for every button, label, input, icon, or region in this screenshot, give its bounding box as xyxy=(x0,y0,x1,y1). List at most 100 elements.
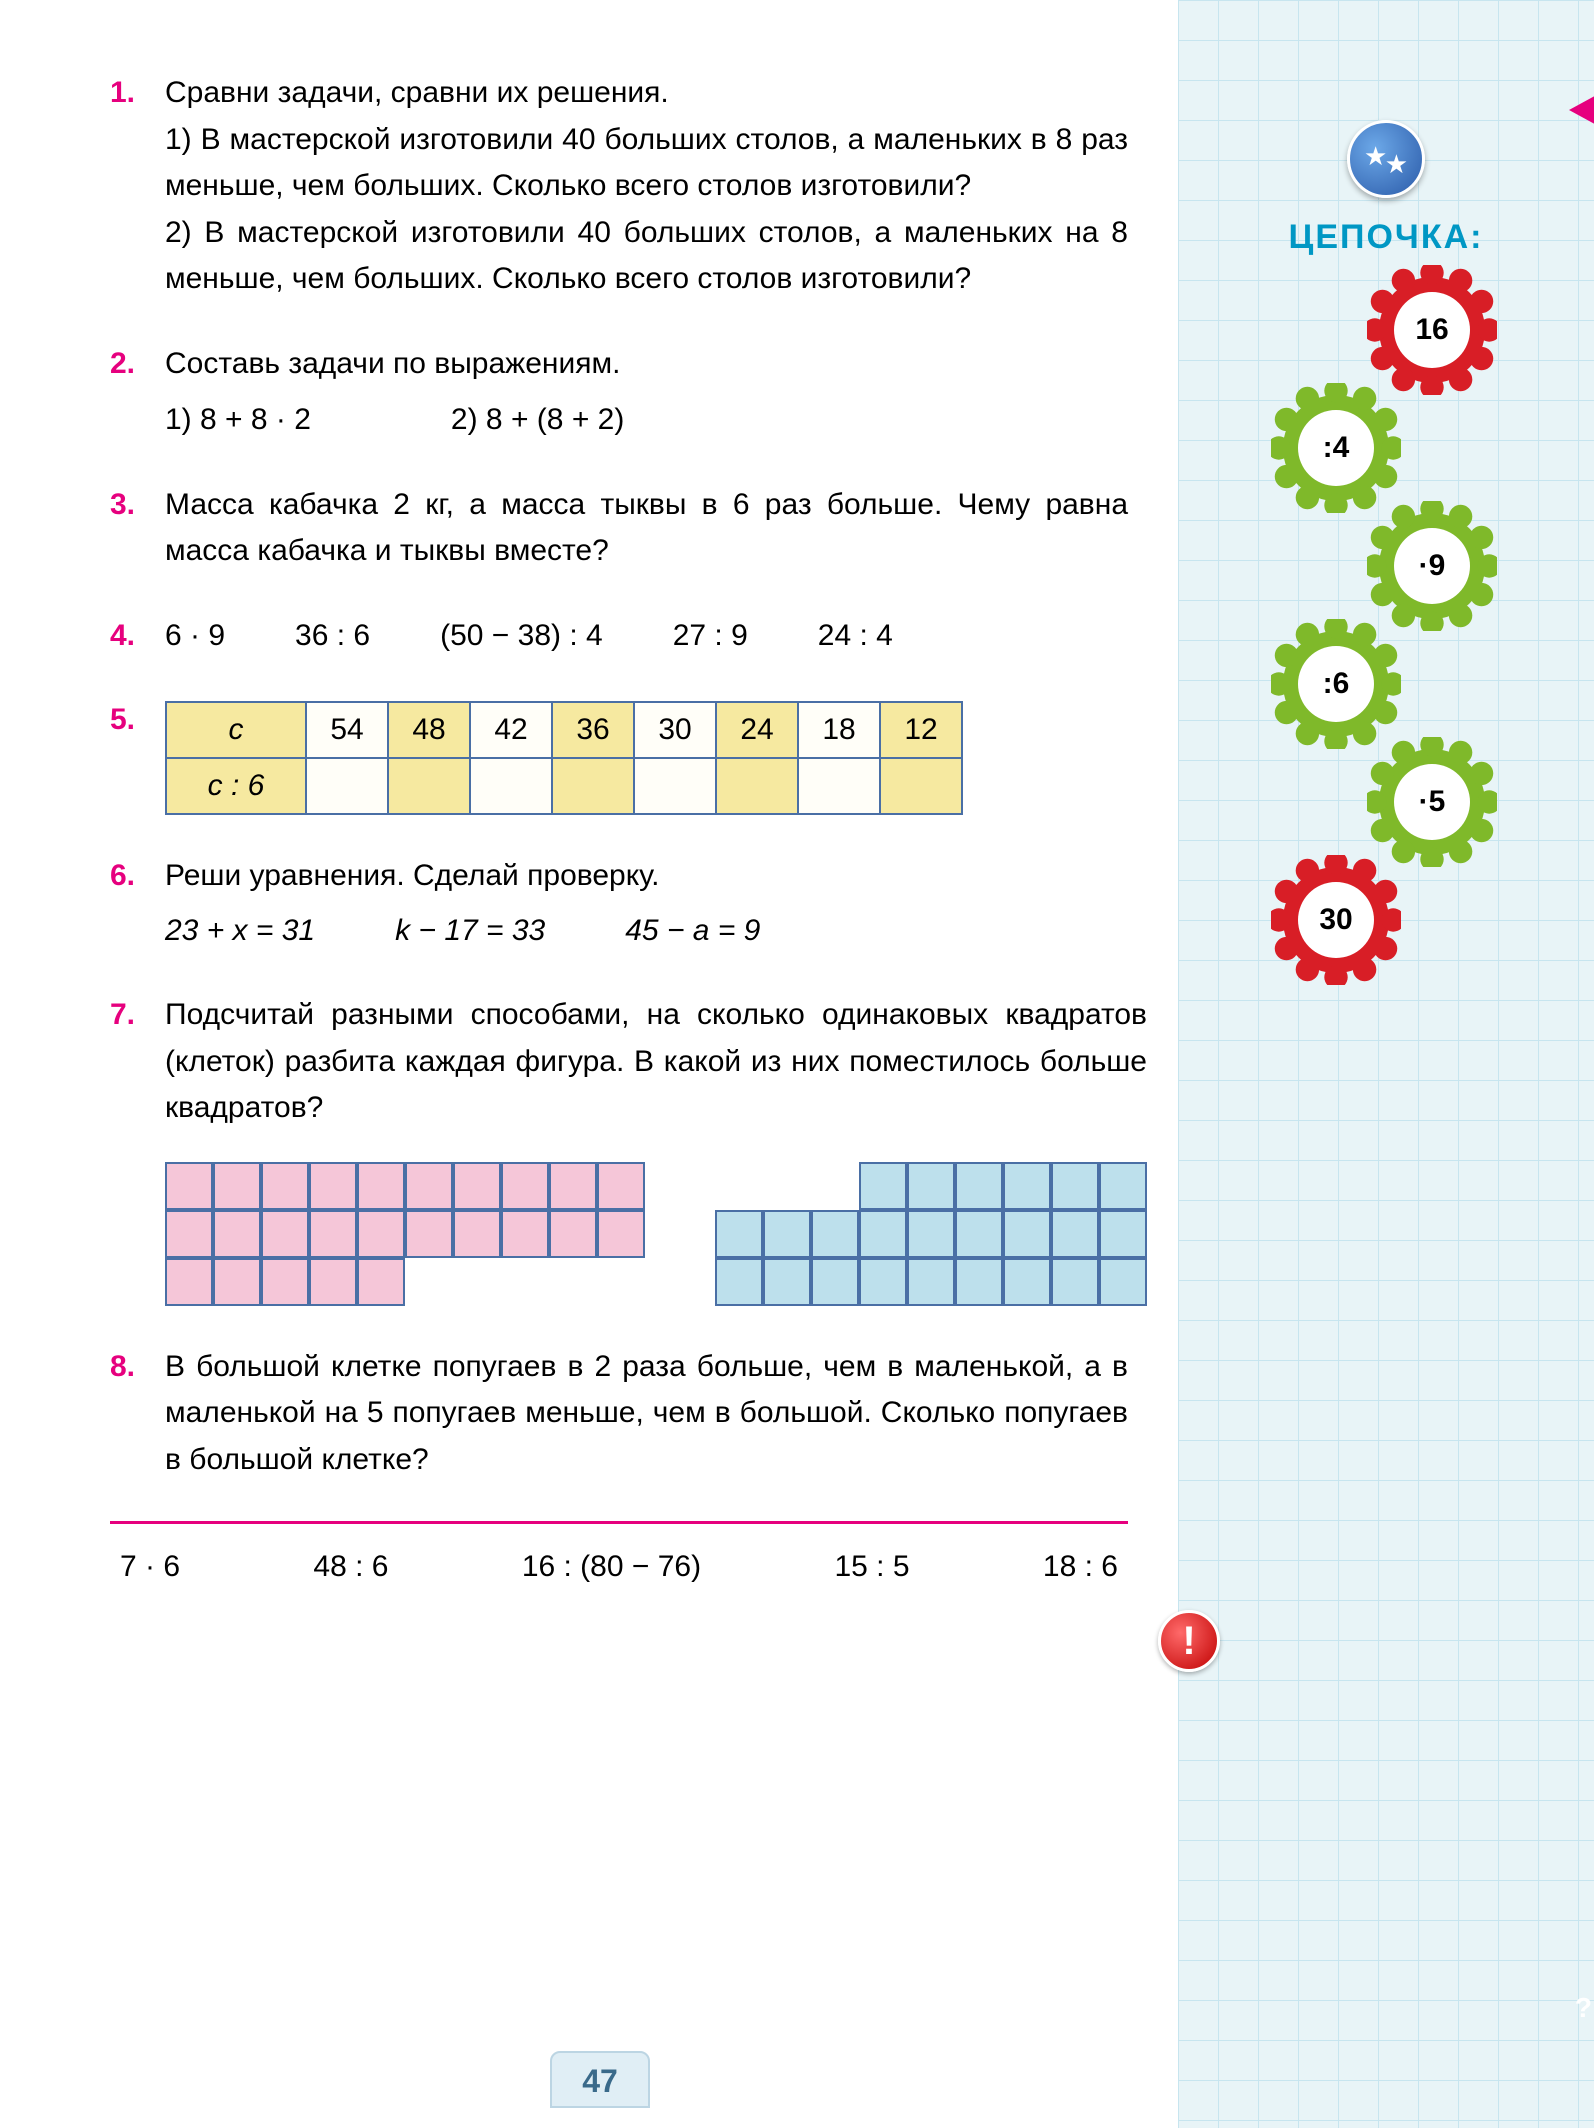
exercise-lead: Составь задачи по выражениям. xyxy=(165,341,1128,388)
expression: 16 : (80 − 76) xyxy=(522,1550,701,1584)
expression: 24 : 4 xyxy=(818,613,893,660)
grid-cell xyxy=(955,1258,1003,1306)
table-cell xyxy=(306,758,388,814)
exercise-number: 6. xyxy=(110,853,165,954)
expression: 7 · 6 xyxy=(120,1550,180,1584)
grid-cell xyxy=(763,1258,811,1306)
sidebar-content: ЦЕПОЧКА: 16:4·9:6·530 ! xyxy=(1178,120,1594,985)
table-cell: 18 xyxy=(798,702,880,758)
exercise-body: c5448423630241812 c : 6 xyxy=(165,697,1128,815)
grid-cell xyxy=(1099,1258,1147,1306)
grid-cell xyxy=(165,1210,213,1258)
grid-cell xyxy=(309,1210,357,1258)
grid-cell xyxy=(597,1162,645,1210)
grid-cell xyxy=(309,1162,357,1210)
grid-cell xyxy=(859,1210,907,1258)
grid-cell xyxy=(549,1258,597,1306)
grid-cell xyxy=(715,1258,763,1306)
grid-cell xyxy=(453,1210,501,1258)
grid-cell xyxy=(357,1258,405,1306)
expression: 36 : 6 xyxy=(295,613,370,660)
exercise-body: Составь задачи по выражениям. 1) 8 + 8 ·… xyxy=(165,341,1128,444)
exercise-3: 3. Масса кабачка 2 кг, а масса тыквы в 6… xyxy=(110,482,1128,575)
table-header: c : 6 xyxy=(166,758,306,814)
table-cell xyxy=(552,758,634,814)
grid-cell xyxy=(1003,1162,1051,1210)
gear-label: ·5 xyxy=(1394,764,1470,840)
chain-title: ЦЕПОЧКА: xyxy=(1178,218,1594,257)
exercise-6: 6. Реши уравнения. Сделай проверку. 23 +… xyxy=(110,853,1128,954)
grid-cell xyxy=(955,1162,1003,1210)
grid-cell xyxy=(405,1162,453,1210)
grid-cell xyxy=(907,1210,955,1258)
exercise-body: Реши уравнения. Сделай проверку. 23 + x … xyxy=(165,853,1128,954)
grid-cell xyxy=(907,1258,955,1306)
expression: (50 − 38) : 4 xyxy=(440,613,603,660)
page: 1. Сравни задачи, сравни их решения. 1) … xyxy=(0,0,1594,2128)
grid-cell xyxy=(501,1258,549,1306)
exercise-number: 3. xyxy=(110,482,165,575)
sidebar: ЦЕПОЧКА: 16:4·9:6·530 ! xyxy=(1178,0,1594,2128)
table-cell xyxy=(880,758,962,814)
footer-math-row: 7 · 648 : 616 : (80 − 76)15 : 518 : 6 xyxy=(110,1550,1128,1584)
grid-cell xyxy=(859,1162,907,1210)
grid-cell xyxy=(213,1258,261,1306)
grid-cell xyxy=(261,1210,309,1258)
gear-chain: 16 :4 ·9 :6 ·5 30 xyxy=(1178,265,1594,985)
grid-cell xyxy=(763,1210,811,1258)
grid-cell xyxy=(1051,1210,1099,1258)
grid-cell xyxy=(261,1258,309,1306)
grid-cell xyxy=(715,1210,763,1258)
table-cell xyxy=(716,758,798,814)
table-cell xyxy=(388,758,470,814)
exercise-4: 4. 6 · 936 : 6(50 − 38) : 427 : 924 : 4 xyxy=(110,613,1128,660)
grid-cell xyxy=(907,1162,955,1210)
equation: 23 + x = 31 xyxy=(165,908,315,955)
exercise-8: 8. В большой клетке попугаев в 2 раза бо… xyxy=(110,1344,1128,1484)
gear-label: 16 xyxy=(1394,292,1470,368)
exercise-number: 2. xyxy=(110,341,165,444)
gear-label: :6 xyxy=(1298,646,1374,722)
grid-cell xyxy=(955,1210,1003,1258)
expression: 15 : 5 xyxy=(834,1550,909,1584)
exercise-number: 7. xyxy=(110,992,165,1306)
grid-cell xyxy=(811,1258,859,1306)
grid-cell xyxy=(763,1162,811,1210)
exercise-5: 5. c5448423630241812 c : 6 xyxy=(110,697,1128,815)
divider xyxy=(110,1521,1128,1524)
exercise-text: Сравни задачи, сравни их решения. 1) В м… xyxy=(165,70,1128,303)
data-table: c5448423630241812 c : 6 xyxy=(165,701,963,815)
equation: 45 − a = 9 xyxy=(625,908,760,955)
expression: 27 : 9 xyxy=(673,613,748,660)
grid-cell xyxy=(501,1210,549,1258)
table-cell: 54 xyxy=(306,702,388,758)
grid-cell xyxy=(213,1162,261,1210)
grid-cell xyxy=(597,1210,645,1258)
table-cell: 12 xyxy=(880,702,962,758)
grid-cell xyxy=(453,1258,501,1306)
table-cell: 48 xyxy=(388,702,470,758)
grid-cell xyxy=(1099,1162,1147,1210)
alert-icon: ! xyxy=(1158,1610,1220,1672)
exercise-2: 2. Составь задачи по выражениям. 1) 8 + … xyxy=(110,341,1128,444)
exercise-number: 8. xyxy=(110,1344,165,1484)
exercise-number: 5. xyxy=(110,697,165,815)
grid-cell xyxy=(309,1258,357,1306)
exercise-1: 1. Сравни задачи, сравни их решения. 1) … xyxy=(110,70,1128,303)
question-mark: ? xyxy=(1575,1992,1592,2024)
gear-icon: 16 xyxy=(1367,265,1497,395)
grid-cell xyxy=(357,1210,405,1258)
gear-label: :4 xyxy=(1298,410,1374,486)
exercise-body: Подсчитай разными способами, на сколько … xyxy=(165,992,1147,1306)
gear-icon: ·5 xyxy=(1367,737,1497,867)
exercise-lead: Реши уравнения. Сделай проверку. xyxy=(165,853,1128,900)
gear-label: 30 xyxy=(1298,882,1374,958)
grid-cell xyxy=(453,1162,501,1210)
table-cell xyxy=(634,758,716,814)
grid-cell xyxy=(501,1162,549,1210)
grid-cell xyxy=(405,1258,453,1306)
grid-cell xyxy=(811,1210,859,1258)
table-cell xyxy=(470,758,552,814)
gear-label: ·9 xyxy=(1394,528,1470,604)
table-cell: 24 xyxy=(716,702,798,758)
